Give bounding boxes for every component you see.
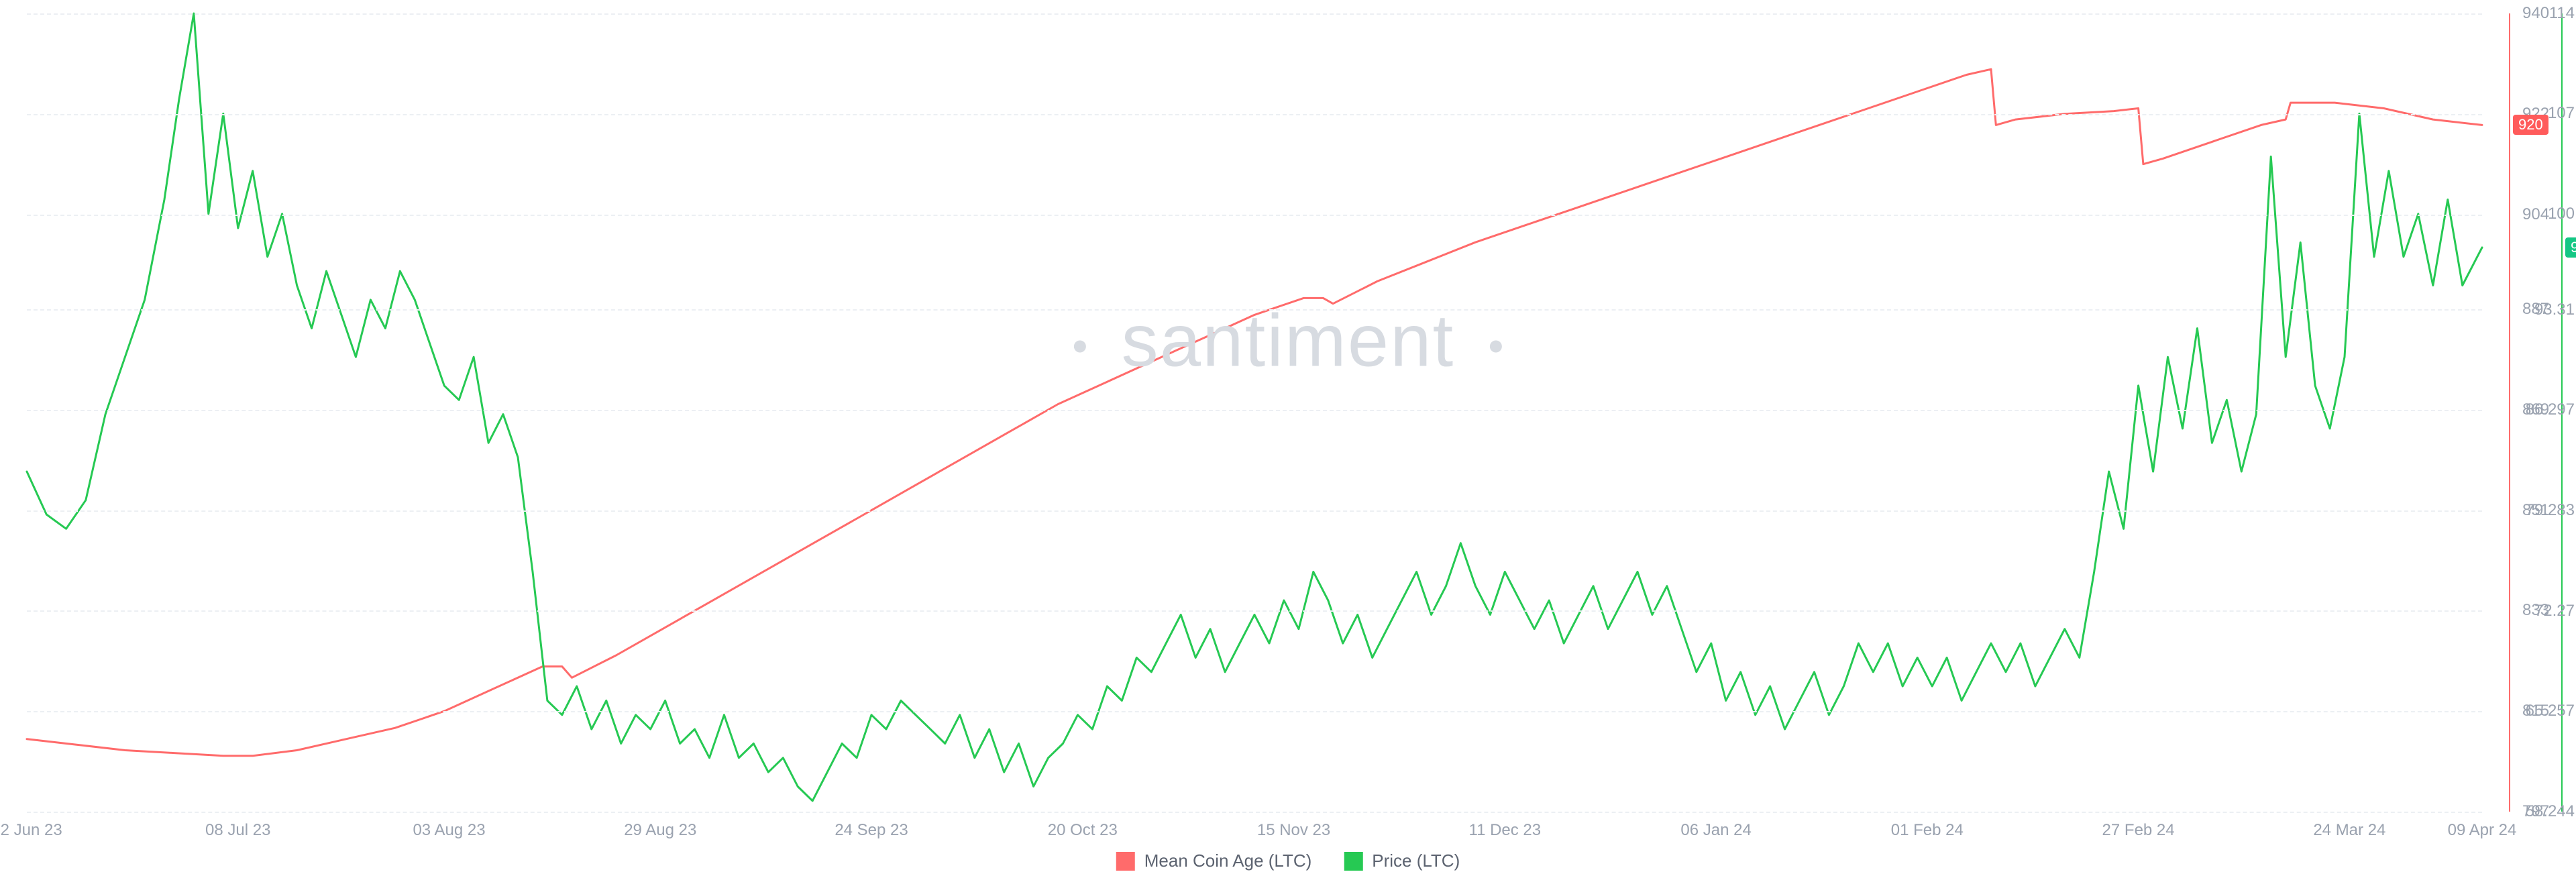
y-axis-right-label: 93.31 [2534,301,2575,319]
x-axis-label: 03 Aug 23 [413,821,485,840]
y-axis-left-label: 904 [2522,205,2549,224]
x-axis-label: 24 Mar 24 [2313,821,2385,840]
gridline [27,215,2482,216]
y-axis-right-label: 72.27 [2534,602,2575,620]
x-axis-label: 08 Jul 23 [205,821,270,840]
x-axis-label: 29 Aug 23 [624,821,696,840]
legend-swatch-icon [1344,852,1362,871]
x-axis-label: 11 Dec 23 [1469,821,1542,840]
x-axis-label: 24 Sep 23 [835,821,908,840]
gridline [27,114,2482,115]
x-axis-label: 27 Feb 24 [2102,821,2175,840]
y-axis-right-label: 58.244 [2526,802,2575,821]
chart-svg [0,0,2576,872]
gridline [27,812,2482,813]
x-axis-label: 12 Jun 23 [0,821,62,840]
legend-item[interactable]: Mean Coin Age (LTC) [1116,851,1312,871]
legend-item[interactable]: Price (LTC) [1344,851,1460,871]
y-axis-left-line [2509,13,2510,812]
chart-container: santiment Mean Coin Age (LTC)Price (LTC)… [0,0,2576,872]
x-axis-label: 09 Apr 24 [2448,821,2517,840]
y-axis-right-label: 107 [2548,104,2575,123]
y-axis-right-label: 79.283 [2526,501,2575,520]
y-axis-right-label: 100 [2548,205,2575,223]
series-line [27,69,2482,756]
gridline [27,610,2482,612]
y-axis-left-label: 940 [2522,4,2549,23]
legend-swatch-icon [1116,852,1135,871]
gridline [27,711,2482,712]
series-line [27,13,2482,801]
legend-label: Price (LTC) [1372,851,1460,871]
gridline [27,410,2482,411]
y-axis-right-label: 114 [2549,4,2575,23]
gridline [27,309,2482,311]
y-axis-right-label: 65.257 [2526,702,2575,720]
x-axis-label: 01 Feb 24 [1891,821,1964,840]
gridline [27,510,2482,512]
x-axis-label: 06 Jan 24 [1680,821,1751,840]
right-current-value-badge: 97.651 [2565,237,2576,258]
x-axis-label: 20 Oct 23 [1048,821,1118,840]
legend-label: Mean Coin Age (LTC) [1144,851,1312,871]
gridline [27,13,2482,15]
left-current-value-badge: 920 [2513,115,2548,135]
x-axis-label: 15 Nov 23 [1257,821,1330,840]
chart-legend: Mean Coin Age (LTC) Price (LTC) [1116,851,1460,871]
y-axis-right-label: 86.297 [2526,400,2575,419]
